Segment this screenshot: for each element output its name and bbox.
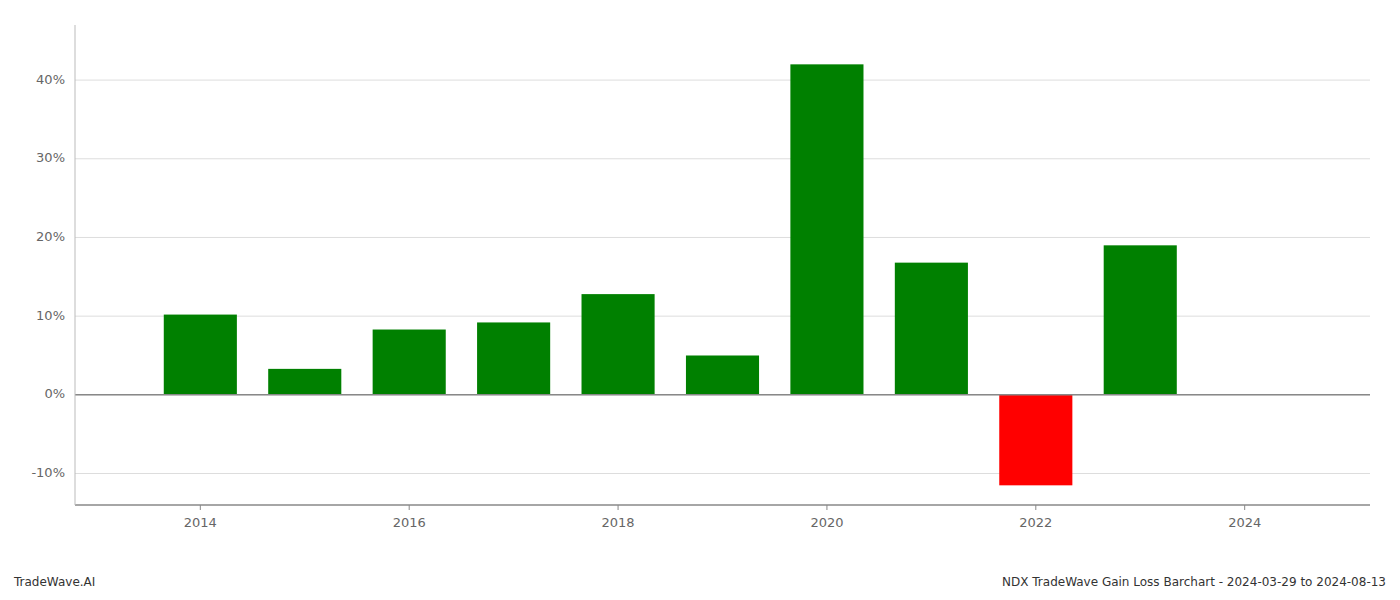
bar bbox=[477, 322, 550, 394]
y-tick-label: 40% bbox=[36, 72, 65, 87]
bars bbox=[164, 64, 1177, 485]
grid-line bbox=[75, 473, 1370, 474]
y-tick-label: 10% bbox=[36, 308, 65, 323]
y-tick-label: 0% bbox=[44, 386, 65, 401]
chart-container: -10%0%10%20%30%40%2014201620182020202220… bbox=[0, 0, 1400, 600]
x-tick bbox=[200, 505, 201, 510]
bar bbox=[373, 330, 446, 395]
x-tick bbox=[826, 505, 827, 510]
bar bbox=[790, 64, 863, 394]
x-tick-label: 2022 bbox=[1019, 515, 1052, 530]
x-tick bbox=[1244, 505, 1245, 510]
footer-left: TradeWave.AI bbox=[13, 575, 95, 589]
grid-line bbox=[75, 158, 1370, 159]
x-tick-label: 2016 bbox=[393, 515, 426, 530]
bar bbox=[895, 263, 968, 395]
bar bbox=[582, 294, 655, 395]
bar bbox=[1104, 245, 1177, 395]
grid-line bbox=[75, 237, 1370, 238]
x-tick-label: 2014 bbox=[184, 515, 217, 530]
x-tick bbox=[1035, 505, 1036, 510]
grid-line bbox=[75, 80, 1370, 81]
x-tick-label: 2024 bbox=[1228, 515, 1261, 530]
footer-right: NDX TradeWave Gain Loss Barchart - 2024-… bbox=[1002, 575, 1386, 589]
y-tick-labels: -10% 0% 10% 20% 30% 40% bbox=[31, 72, 65, 480]
y-tick-label: 30% bbox=[36, 150, 65, 165]
x-tick-label: 2018 bbox=[602, 515, 635, 530]
x-ticks: 2014 2016 2018 2020 2022 2024 bbox=[184, 505, 1261, 530]
y-grid bbox=[75, 80, 1370, 473]
bar bbox=[999, 395, 1072, 485]
bar bbox=[686, 355, 759, 394]
grid-line bbox=[75, 394, 1370, 395]
x-tick bbox=[409, 505, 410, 510]
y-tick-label: 20% bbox=[36, 229, 65, 244]
x-tick bbox=[618, 505, 619, 510]
y-tick-label: -10% bbox=[31, 465, 65, 480]
x-tick-label: 2020 bbox=[810, 515, 843, 530]
zero-line bbox=[75, 394, 1370, 396]
chart-svg: -10%0%10%20%30%40%2014201620182020202220… bbox=[0, 0, 1400, 600]
bar bbox=[164, 315, 237, 395]
bar bbox=[268, 369, 341, 395]
x-axis-line bbox=[75, 504, 1370, 506]
y-axis-line bbox=[75, 25, 76, 505]
